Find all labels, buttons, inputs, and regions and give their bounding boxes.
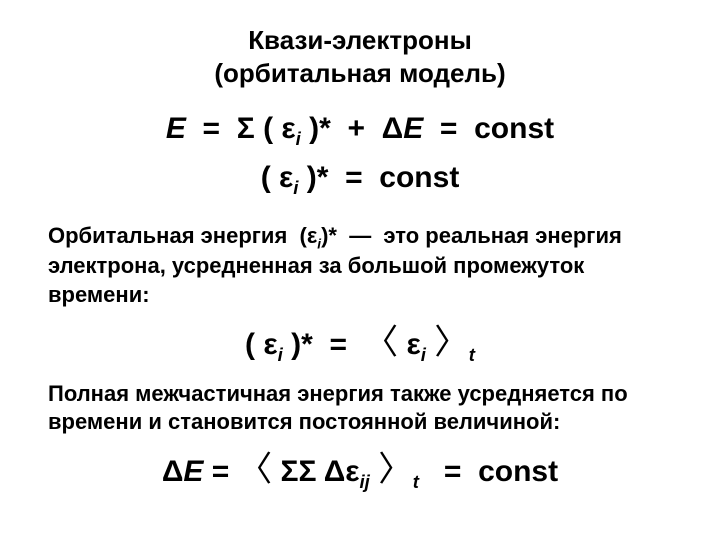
title-line-2: (орбитальная модель) xyxy=(214,58,505,88)
slide-title: Квази-электроны (орбитальная модель) xyxy=(48,24,672,89)
equation-orbital-const: ( εi )* = const xyxy=(48,160,672,199)
equation-delta-e: ΔE = 〈 ΣΣ Δεij 〉t = const xyxy=(48,450,672,493)
equation-time-average: ( εi )* = 〈 εi 〉t xyxy=(48,323,672,366)
paragraph-interparticle: Полная межчастичная энергия также усредн… xyxy=(48,380,672,436)
title-line-1: Квази-электроны xyxy=(248,25,472,55)
equation-total-energy: E = Σ ( εi )* + ΔE = const xyxy=(48,111,672,150)
paragraph-orbital-energy: Орбитальная энергия (εi)* — это реальная… xyxy=(48,222,672,309)
slide: Квази-электроны (орбитальная модель) E =… xyxy=(0,0,720,540)
